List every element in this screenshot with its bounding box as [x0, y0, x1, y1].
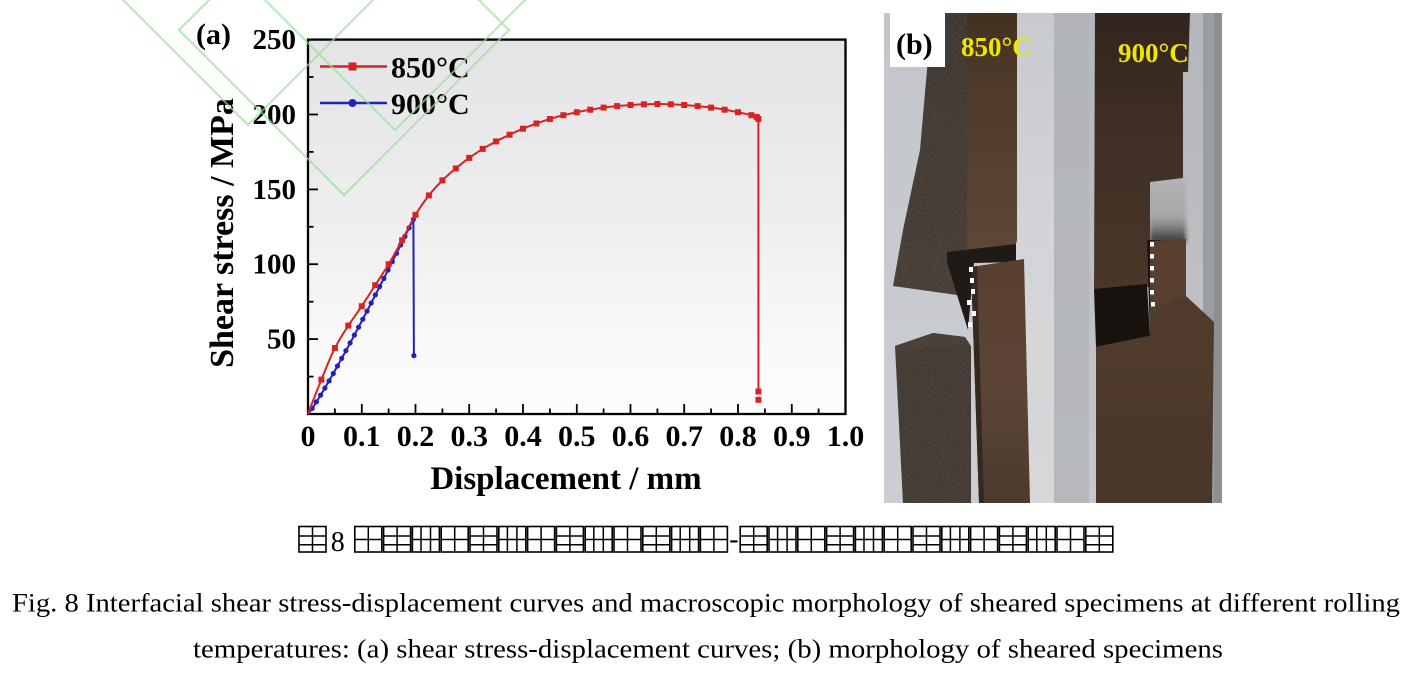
- svg-text:100: 100: [253, 249, 297, 281]
- svg-text:8: 8: [331, 527, 345, 558]
- svg-text:900°C: 900°C: [391, 88, 470, 121]
- svg-text:temperatures: (a) shear stress: temperatures: (a) shear stress-displacem…: [193, 635, 1223, 664]
- svg-text:Displacement / mm: Displacement / mm: [430, 461, 701, 497]
- svg-text:0.2: 0.2: [397, 420, 435, 453]
- svg-text:0: 0: [301, 420, 316, 453]
- svg-text:0.5: 0.5: [558, 420, 596, 453]
- svg-text:900°C: 900°C: [1118, 38, 1189, 68]
- svg-text:Shear stress / MPa: Shear stress / MPa: [204, 98, 241, 368]
- svg-text:0.7: 0.7: [665, 420, 703, 453]
- svg-text:-: -: [729, 524, 738, 555]
- svg-text:0.3: 0.3: [450, 420, 488, 453]
- svg-text:150: 150: [253, 174, 297, 206]
- svg-text:0.9: 0.9: [773, 420, 811, 453]
- svg-text:0.8: 0.8: [719, 420, 757, 453]
- svg-text:50: 50: [267, 324, 296, 356]
- svg-text:250: 250: [253, 24, 297, 56]
- svg-text:(a): (a): [196, 18, 231, 51]
- svg-text:1.0: 1.0: [827, 420, 865, 453]
- svg-text:0.6: 0.6: [612, 420, 650, 453]
- svg-text:0.1: 0.1: [343, 420, 381, 453]
- svg-text:(b): (b): [896, 28, 933, 61]
- svg-text:Fig. 8 Interfacial shear stres: Fig. 8 Interfacial shear stress-displace…: [12, 589, 1400, 618]
- svg-text:850°C: 850°C: [961, 32, 1032, 62]
- svg-text:0.4: 0.4: [504, 420, 542, 453]
